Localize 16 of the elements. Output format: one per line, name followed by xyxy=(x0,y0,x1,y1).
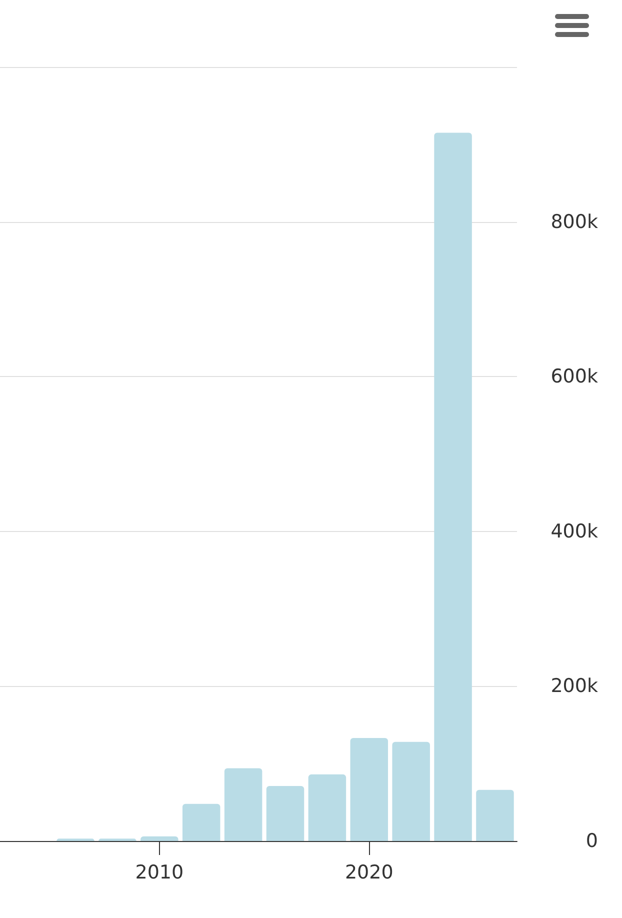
y-tick-label: 200k xyxy=(550,675,598,698)
x-tick-label: 2010 xyxy=(135,862,184,884)
x-tick-label: 2020 xyxy=(344,862,394,884)
y-tick-label: 800k xyxy=(550,210,598,233)
bar xyxy=(308,774,346,841)
bar xyxy=(266,786,304,841)
bar xyxy=(224,768,262,841)
y-tick-label: 600k xyxy=(550,366,598,388)
bar xyxy=(350,738,388,841)
bar xyxy=(140,836,178,841)
bar xyxy=(434,132,472,841)
bar xyxy=(476,790,514,841)
bar xyxy=(182,804,220,841)
bar xyxy=(392,742,430,841)
y-tick-label: 400k xyxy=(550,520,598,542)
y-tick-label: 0 xyxy=(586,830,598,852)
